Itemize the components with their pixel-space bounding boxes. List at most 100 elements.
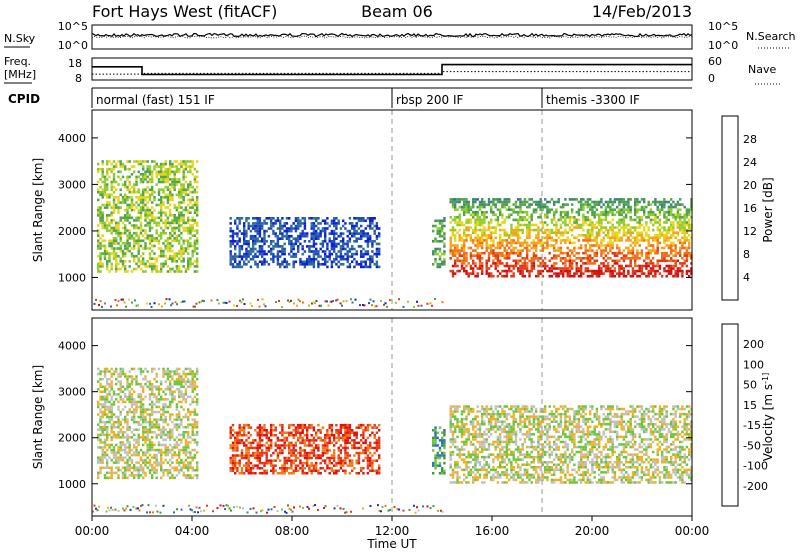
echo-cell [620,218,623,222]
echo-cell [593,239,596,242]
ground-scatter-cell [233,304,235,307]
ground-scatter-cell [386,305,388,308]
ground-scatter-cell [168,298,171,301]
echo-cell [130,196,134,199]
echo-cell [135,231,138,235]
echo-cell [108,203,111,207]
echo-cell [162,410,165,414]
echo-cell [494,246,497,250]
echo-cell [685,210,689,214]
echo-cell [162,367,165,371]
echo-cell [151,249,154,253]
echo-cell [326,217,329,220]
echo-cell [463,257,466,260]
echo-cell [171,476,174,480]
echo-cell [169,431,172,434]
echo-cell [182,370,185,373]
echo-cell [449,200,452,204]
echo-cell [151,367,154,371]
echo-cell [112,226,116,230]
echo-cell [175,167,179,171]
echo-cell [124,229,127,232]
echo-cell [115,436,118,439]
echo-cell [187,247,190,250]
echo-cell [162,474,165,477]
echo-cell [476,251,479,255]
echo-cell [472,267,475,270]
echo-cell [139,423,143,426]
echo-cell [638,274,641,278]
echo-cell [598,244,601,247]
echo-cell [346,245,349,248]
echo-cell [169,183,172,186]
echo-cell [133,443,136,447]
echo-cell [106,426,109,429]
echo-cell [640,198,644,201]
echo-cell [676,239,680,242]
echo-cell [494,231,497,234]
echo-cell [166,173,170,176]
echo-cell [117,267,120,271]
echo-cell [124,180,127,184]
echo-cell [496,269,500,273]
echo-cell [173,469,176,472]
echo-cell [676,267,680,270]
echo-cell [276,242,280,246]
echo-cell [180,165,183,168]
echo-cell [137,175,140,179]
echo-cell [148,254,152,258]
echo-cell [460,246,464,250]
echo-cell [589,246,592,250]
echo-cell [106,370,109,373]
echo-cell [458,221,461,224]
echo-cell [566,239,569,242]
echo-cell [463,205,466,209]
echo-cell [130,431,134,434]
echo-cell [178,464,181,467]
echo-cell [634,203,637,206]
echo-cell [108,410,111,414]
echo-cell [151,190,154,194]
echo-cell [577,267,581,270]
echo-cell [303,232,307,235]
echo-cell [169,188,172,191]
echo-cell [373,232,376,235]
echo-cell [187,198,190,202]
echo-cell [494,267,497,270]
echo-cell [535,208,538,211]
echo-cell [292,222,295,225]
echo-cell [124,247,127,250]
echo-cell [173,231,176,235]
echo-cell [571,208,574,211]
echo-cell [640,254,644,257]
echo-cell [106,252,109,255]
echo-cell [110,382,113,386]
echo-cell [144,420,147,424]
echo-cell [591,223,594,227]
echo-cell [162,211,165,214]
echo-cell [584,236,587,240]
echo-cell [106,173,109,176]
echo-cell [124,270,127,273]
echo-cell [189,224,192,227]
echo-cell [146,190,149,194]
echo-cell [196,262,199,266]
echo-cell [458,249,461,252]
echo-cell [573,241,576,245]
echo-cell [580,272,583,275]
echo-cell [366,265,370,269]
echo-cell [672,241,675,245]
echo-cell [144,237,147,240]
echo-cell [281,245,284,248]
echo-cell [616,231,619,234]
echo-cell [559,239,563,242]
echo-cell [665,234,668,237]
echo-cell [175,270,179,273]
echo-cell [683,251,686,255]
echo-cell [454,249,457,252]
echo-cell [438,250,442,253]
echo-cell [434,257,437,261]
echo-cell [674,236,677,240]
echo-cell [171,446,174,449]
echo-cell [589,259,592,263]
